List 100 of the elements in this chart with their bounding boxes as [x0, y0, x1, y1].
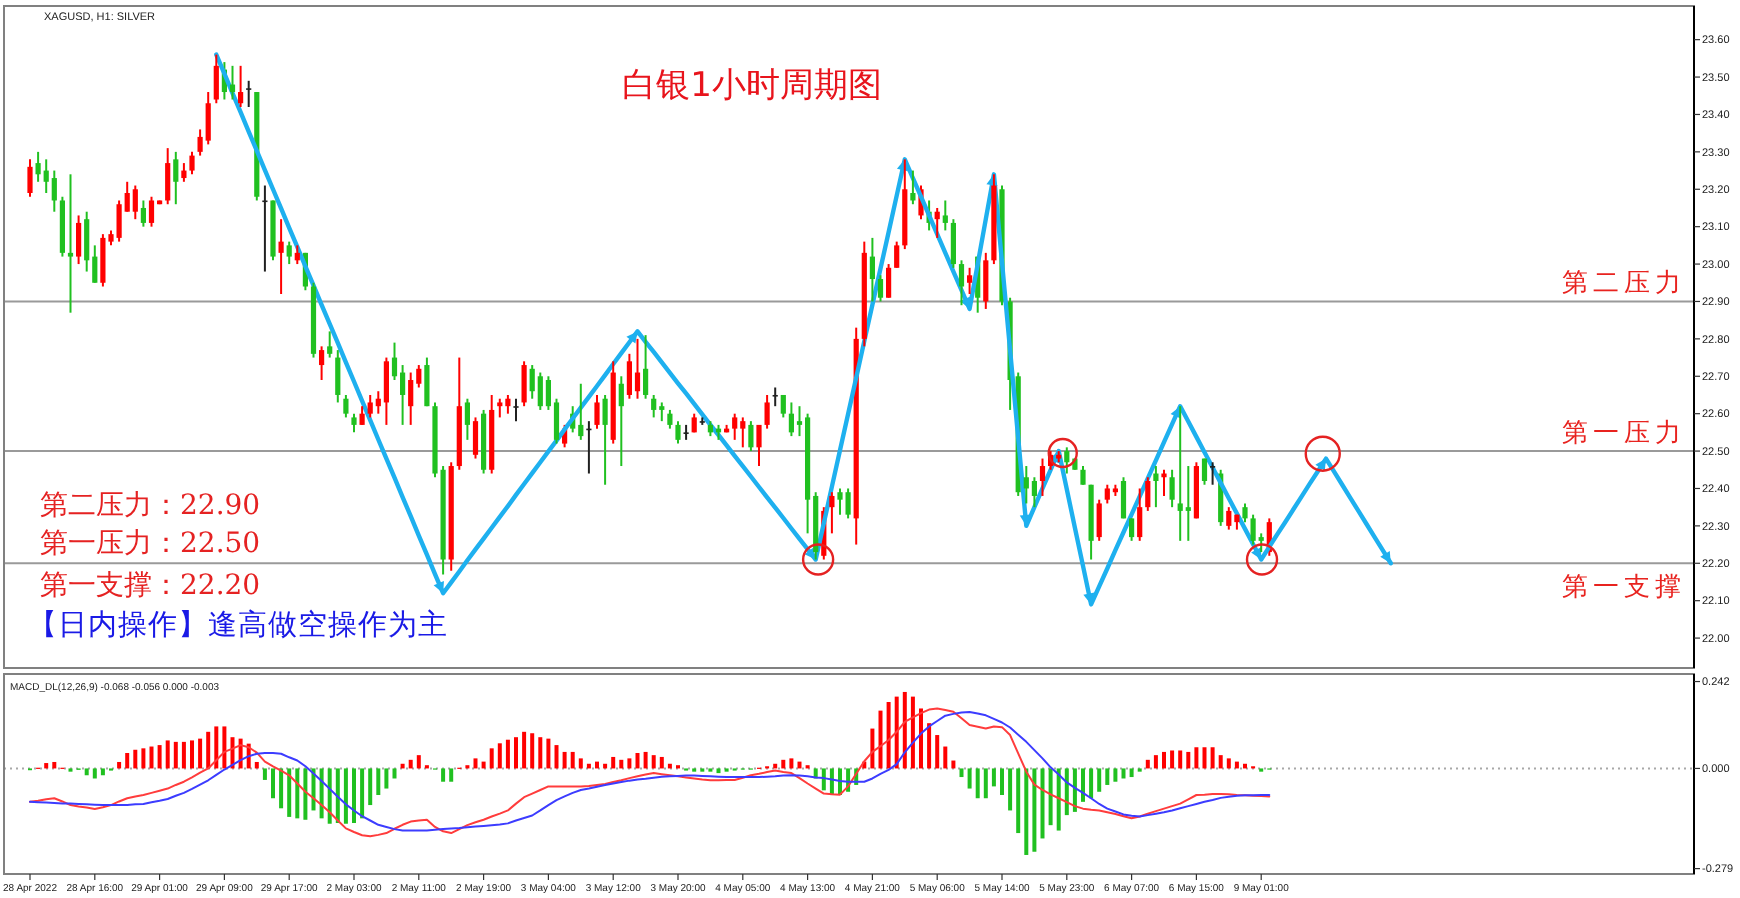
- bar: [919, 708, 923, 769]
- candlestick: [100, 233, 106, 288]
- candlestick: [148, 195, 155, 228]
- ref-line-label: 第一压力: [1562, 419, 1686, 450]
- candlestick: [278, 218, 284, 295]
- candlestick: [1226, 506, 1232, 531]
- candlestick: [238, 64, 244, 108]
- bar: [497, 743, 502, 769]
- bar: [821, 768, 826, 791]
- bar: [983, 768, 988, 799]
- candlestick: [578, 382, 584, 441]
- text: 白银1小时周期图: [622, 66, 882, 106]
- bar: [635, 752, 640, 769]
- candlestick: [189, 150, 195, 176]
- candlestick: [837, 487, 843, 516]
- candlestick: [116, 199, 122, 243]
- candlestick: [626, 352, 632, 400]
- candlestick: [35, 150, 41, 183]
- bar: [554, 745, 559, 769]
- candlestick: [1201, 457, 1208, 486]
- bar: [165, 740, 170, 769]
- bar: [1040, 768, 1045, 839]
- candlestick: [756, 423, 762, 468]
- candlestick: [869, 236, 875, 303]
- bar: [894, 696, 899, 769]
- candlestick: [894, 240, 900, 269]
- bar: [157, 745, 162, 769]
- bar: [1113, 768, 1118, 782]
- bar: [190, 740, 194, 769]
- candlestick: [772, 386, 778, 408]
- candlestick: [408, 371, 414, 426]
- candlestick: [140, 199, 146, 228]
- candlestick: [1161, 468, 1167, 497]
- candlestick: [1153, 465, 1159, 509]
- candlestick: [246, 79, 252, 108]
- bar: [522, 731, 527, 769]
- bar: [44, 763, 49, 769]
- candlestick: [667, 408, 673, 430]
- candlestick: [732, 412, 738, 441]
- bar: [781, 759, 786, 769]
- candlestick: [1177, 405, 1183, 542]
- bar: [1048, 768, 1053, 826]
- bar: [449, 768, 454, 782]
- candlestick: [1185, 465, 1191, 542]
- bar: [416, 755, 421, 769]
- candlestick: [521, 360, 527, 408]
- candlestick: [958, 259, 965, 307]
- bar: [1064, 768, 1069, 816]
- bar: [627, 758, 632, 769]
- bar: [538, 737, 543, 769]
- candlestick: [942, 199, 948, 232]
- bar: [1145, 759, 1150, 769]
- bar: [1105, 768, 1110, 785]
- bar: [84, 768, 89, 776]
- bar: [927, 723, 932, 769]
- bar: [352, 768, 356, 824]
- candlestick: [1210, 461, 1216, 486]
- bar: [1032, 768, 1037, 852]
- bar: [368, 768, 373, 806]
- candlestick: [643, 334, 649, 400]
- bar: [1000, 768, 1004, 796]
- bar: [206, 731, 211, 769]
- candlestick: [1120, 476, 1127, 520]
- bar: [327, 768, 332, 824]
- bar: [991, 768, 996, 787]
- annotation: 【日内操作】逢高做空操作为主: [28, 608, 448, 642]
- bar: [959, 768, 964, 778]
- candlestick: [472, 416, 479, 460]
- candlestick: [1242, 502, 1248, 524]
- candlestick: [829, 491, 835, 535]
- candlestick: [132, 184, 138, 221]
- bar: [1121, 768, 1126, 779]
- bar: [141, 748, 146, 769]
- candlestick: [1096, 498, 1102, 542]
- candlestick: [424, 356, 430, 408]
- candlestick: [294, 244, 300, 266]
- bar: [343, 768, 348, 824]
- bar: [117, 761, 122, 769]
- bar: [52, 761, 57, 769]
- bar: [1089, 768, 1094, 799]
- ref-line-label: 第二压力: [1562, 269, 1686, 300]
- candlestick: [967, 266, 973, 295]
- candlestick: [1031, 476, 1037, 509]
- candlestick: [351, 412, 357, 434]
- candlestick: [910, 169, 916, 206]
- bar: [376, 768, 381, 796]
- candlestick: [1169, 468, 1175, 509]
- bar: [92, 768, 97, 779]
- bar: [1210, 747, 1215, 769]
- bar: [1153, 755, 1158, 769]
- bar: [1129, 768, 1134, 778]
- candlestick: [513, 397, 519, 423]
- bar: [902, 691, 907, 769]
- bar: [1162, 751, 1166, 769]
- candlestick: [1145, 476, 1151, 512]
- candlestick: [651, 393, 657, 419]
- bar: [198, 738, 203, 769]
- candlestick: [367, 393, 373, 419]
- bar: [100, 768, 105, 776]
- candlestick: [1104, 483, 1110, 505]
